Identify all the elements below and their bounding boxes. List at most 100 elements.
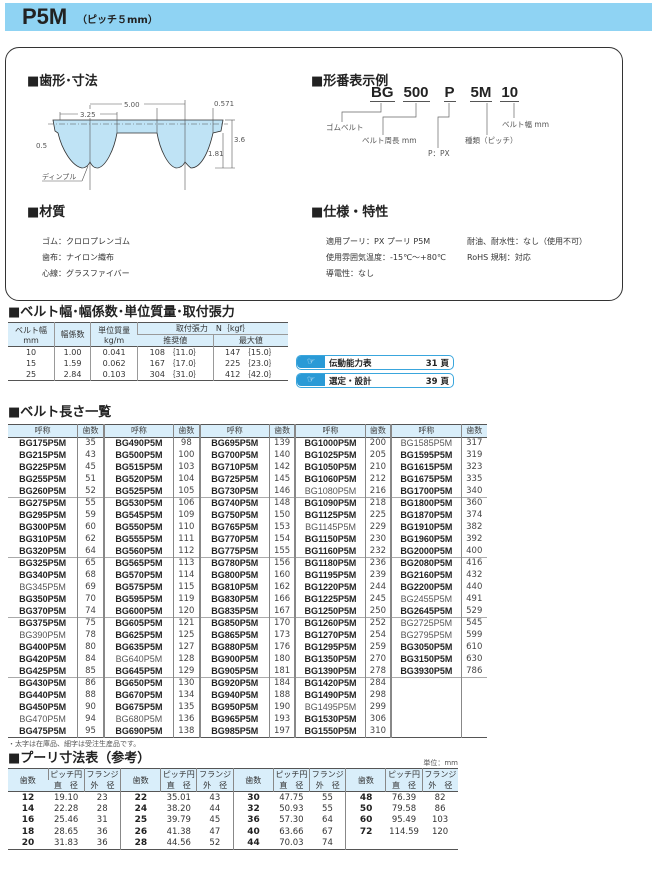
- col-pitch-dia: ピッチ円: [47, 768, 85, 780]
- pulley-teeth: 50: [345, 803, 386, 815]
- belt-name: BG1050P5M: [294, 461, 366, 474]
- belt-teeth: 121: [173, 617, 200, 630]
- belt-name: BG1180P5M: [294, 557, 366, 570]
- width-table-heading: ■ベルト幅･幅係数･単位質量･取付張力: [8, 305, 235, 320]
- pulley-teeth: 28: [120, 837, 161, 849]
- belt-name: BG1160P5M: [294, 545, 366, 558]
- pulley-teeth: 40: [232, 826, 274, 838]
- col-pitch-dia: ピッチ円: [160, 768, 197, 780]
- label-length: ベルト周長 mm: [362, 136, 417, 145]
- belt-teeth: 160: [268, 569, 296, 582]
- pulley-flange: 55: [322, 792, 333, 803]
- belt-teeth: 529: [460, 605, 487, 618]
- pulley-pitch-dia: 63.66: [279, 826, 304, 837]
- belt-name: BG625P5M: [102, 629, 174, 642]
- belt-teeth: 298: [364, 689, 392, 702]
- belt-name: BG1260P5M: [294, 617, 366, 630]
- table-row: BG390P5M 78 BG625P5M 125 BG865P5M 173 BG1270P5…: [8, 629, 487, 642]
- belt-name: BG1550P5M: [294, 725, 366, 738]
- belt-teeth: 60: [77, 521, 104, 534]
- col-name: 呼称: [8, 424, 78, 438]
- belt-teeth: 70: [77, 593, 104, 606]
- label-pitch: 種類（ピッチ）: [465, 136, 518, 145]
- table-row: 18 28.65 36 26 41.38 47 40 63.66 67 72 114.59 120: [8, 826, 458, 838]
- col-tension: 取付張力 N｛kgf｝: [137, 322, 288, 335]
- belt-name: BG830P5M: [198, 593, 270, 606]
- belt-teeth: 416: [460, 557, 487, 570]
- width-cell: 0.062: [89, 358, 138, 369]
- pulley-flange: 44: [209, 803, 221, 814]
- width-cell: 0.103: [89, 369, 138, 381]
- belt-name: BG525P5M: [102, 485, 174, 498]
- belt-teeth: 145: [268, 473, 296, 486]
- belt-name: [390, 689, 462, 702]
- ref-page: 39 頁: [425, 377, 449, 387]
- pulley-flange: 45: [209, 815, 221, 826]
- back-dimension: 0.571: [214, 100, 234, 108]
- belt-teeth: 35: [77, 437, 104, 450]
- belt-teeth: 68: [77, 569, 104, 582]
- spec-panel: [5, 47, 623, 301]
- material-cord: 心線：グラスファイバー: [42, 269, 130, 278]
- belt-name: BG2725P5M: [390, 617, 462, 630]
- belt-name: BG560P5M: [102, 545, 174, 558]
- belt-teeth: 230: [364, 533, 392, 546]
- belt-name: BG1225P5M: [294, 593, 366, 606]
- col-pitch-dia-sub: 直 径: [272, 780, 310, 792]
- belt-name: BG835P5M: [198, 605, 270, 618]
- belt-teeth: 156: [268, 557, 296, 570]
- width-cell: 167 ｛17.0｝: [137, 358, 214, 369]
- col-teeth: 歯数: [268, 424, 296, 438]
- belt-teeth: 69: [77, 581, 104, 594]
- belt-teeth: 136: [173, 713, 200, 726]
- belt-name: BG1420P5M: [294, 677, 366, 690]
- belt-teeth: 111: [173, 533, 200, 546]
- col-max: 最大値: [212, 334, 288, 347]
- belt-teeth: 335: [460, 473, 487, 486]
- belt-teeth: 254: [364, 629, 392, 642]
- belt-name: BG255P5M: [19, 474, 67, 484]
- table-row: BG310P5M 62 BG555P5M 111 BG770P5M 154 BG1150P5…: [8, 533, 487, 546]
- belt-name: BG1350P5M: [294, 653, 366, 666]
- pulley-flange: 64: [322, 815, 333, 826]
- pulley-flange: 43: [209, 792, 221, 803]
- tooth-width-dimension: 3.25: [80, 111, 96, 119]
- belt-name: BG640P5M: [102, 653, 174, 666]
- col-width-label: ベルト幅: [15, 325, 48, 335]
- belt-teeth: 51: [77, 473, 104, 486]
- belt-teeth: 630: [460, 653, 487, 666]
- belt-teeth: 323: [460, 461, 487, 474]
- title-bar: [5, 3, 652, 31]
- belt-name: BG1270P5M: [294, 629, 366, 642]
- ref-selection-link[interactable]: ☞ 選定・設計 39 頁: [296, 373, 454, 388]
- col-flange-sub: 外 径: [196, 780, 234, 792]
- hand-pointer-icon: ☞: [297, 374, 325, 386]
- belt-name: BG1025P5M: [294, 449, 366, 462]
- pulley-pitch-dia: 76.39: [391, 792, 417, 803]
- belt-teeth: 106: [173, 497, 200, 510]
- spec-heading: ■仕様・特性: [311, 205, 389, 220]
- belt-name: BG340P5M: [19, 570, 67, 580]
- material-heading: ■材質: [27, 205, 66, 220]
- belt-name: BG3050P5M: [390, 641, 462, 654]
- table-row: BG225P5M 45 BG515P5M 103 BG710P5M 142 BG1050P5…: [8, 461, 487, 474]
- belt-teeth: 94: [77, 713, 104, 726]
- belt-name: BG500P5M: [102, 449, 174, 462]
- belt-teeth: 545: [460, 617, 487, 630]
- table-row: BG425P5M 85 BG645P5M 129 BG905P5M 181 BG1390P5…: [8, 665, 487, 678]
- col-pitch-dia-sub: 直 径: [160, 780, 197, 792]
- col-flange: フランジ: [196, 768, 234, 780]
- belt-name: BG800P5M: [198, 569, 270, 582]
- belt-teeth: 59: [77, 509, 104, 522]
- belt-teeth: 190: [268, 701, 296, 714]
- pulley-teeth: 30: [232, 791, 274, 803]
- pulley-pitch-dia: 79.58: [391, 803, 417, 814]
- belt-name: BG1585P5M: [390, 437, 462, 450]
- ref-power-table-link[interactable]: ☞ 伝動能力表 31 頁: [296, 355, 454, 370]
- belt-teeth: 115: [173, 581, 200, 594]
- tooth-heading: ■歯形･寸法: [27, 74, 98, 89]
- table-row: BG440P5M 88 BG670P5M 134 BG940P5M 188 BG1490P5…: [8, 689, 487, 702]
- col-mass-label: 単位質量: [98, 325, 131, 335]
- belt-name: BG1390P5M: [294, 665, 366, 678]
- belt-name: BG1910P5M: [390, 521, 462, 534]
